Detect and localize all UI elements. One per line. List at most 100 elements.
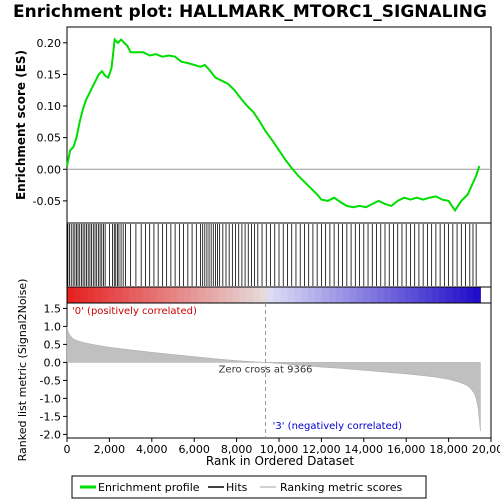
color-bar-segment [239,287,247,303]
color-bar-segment [73,287,82,303]
color-bar-segment [363,287,371,303]
color-bar-segment [204,287,213,303]
metric-ytick-label: -1.0 [40,392,61,405]
xtick-label: 2,000 [94,443,126,456]
color-bar-segment [459,287,468,303]
es-ytick-label: 0.00 [37,163,62,176]
color-bar-segment [67,287,75,303]
es-ytick-label: 0.10 [37,100,62,113]
color-bar-segment [321,287,330,303]
color-bar-segment [473,287,481,303]
xlabel: Rank in Ordered Dataset [206,454,354,468]
color-bar-segment [342,287,350,303]
color-bar-segment [356,287,364,303]
color-bar-segment [108,287,116,303]
xtick-label: 4,000 [136,443,168,456]
color-bar-segment [280,287,288,303]
color-bar-segment [80,287,89,303]
color-bar-segment [135,287,144,303]
color-bar-segment [397,287,406,303]
es-ytick-label: -0.05 [33,195,61,208]
color-bar-segment [328,287,337,303]
legend-hits-label: Hits [226,481,248,494]
color-bar-segment [439,287,447,303]
legend-enrichment-label: Enrichment profile [98,481,200,494]
color-bar-segment [266,287,275,303]
color-bar-segment [211,287,220,303]
es-panel: -0.05 0.00 0.05 0.10 0.15 0.20 Enrichment sco… [14,26,492,224]
color-bar-segment [163,287,171,303]
color-bar-segment [349,287,357,303]
es-plot-frame [66,26,492,224]
color-bar-segment [101,287,109,303]
es-ylabel: Enrichment score (ES) [14,50,28,200]
positive-correlation-label: '0' (positively correlated) [72,306,197,317]
color-bar-segment [225,287,233,303]
color-bar-segment [370,287,378,303]
es-ytick-label: 0.20 [37,37,62,50]
metric-ytick-label: -0.5 [40,374,61,387]
metric-ytick-label: 1.5 [44,302,62,315]
zero-cross-label: Zero cross at 9366 [219,364,313,375]
color-bar-segment [335,287,344,303]
ranking-metric-area [66,326,481,431]
es-ytick-label: 0.05 [37,132,62,145]
color-bar-segment [432,287,440,303]
xtick-label: 20,000 [472,443,500,456]
color-bar-segment [177,287,185,303]
color-bar-segment [404,287,412,303]
xtick-label: 0 [64,443,71,456]
enrichment-profile-line [66,37,481,213]
color-bar-segment [184,287,192,303]
color-bar-segment [452,287,461,303]
color-bar-segment [232,287,240,303]
color-bar-segment [301,287,309,303]
xtick-label: 18,000 [429,443,468,456]
color-bar-segment [191,287,199,303]
legend-box [71,475,427,499]
color-bar-segment [170,287,178,303]
color-bar-segment [308,287,316,303]
color-bar-segment [315,287,323,303]
xtick-label: 14,000 [345,443,384,456]
metric-panel: Zero cross at 9366 '0' (positively corre… [16,279,500,468]
color-bar-segment [418,287,426,303]
xtick-label: 16,000 [387,443,426,456]
metric-ytick-label: 0.5 [44,338,62,351]
color-bar-segment [87,287,96,303]
color-bar-segment [218,287,226,303]
color-bar-segment [115,287,123,303]
color-bar-segment [129,287,137,303]
color-bar-segment [445,287,454,303]
metric-ytick-label: -1.5 [40,410,61,423]
xtick-label: 10,000 [260,443,299,456]
es-ytick-label: 0.15 [37,68,62,81]
xtick-label: 12,000 [302,443,341,456]
color-bar-segment [466,287,475,303]
metric-ytick-label: 0.0 [44,356,62,369]
color-bar-segment [142,287,151,303]
color-bar-segment [156,287,164,303]
color-bar-segment [390,287,399,303]
color-bar-segment [411,287,419,303]
color-bar-segment [122,287,130,303]
color-bar-segment [259,287,268,303]
negative-correlation-label: '3' (negatively correlated) [273,421,402,432]
xtick-label: 6,000 [178,443,210,456]
metric-ytick-label: -2.0 [40,428,61,441]
chart-title: Enrichment plot: HALLMARK_MTORC1_SIGNALI… [13,2,487,22]
xtick-label: 8,000 [221,443,253,456]
color-bar-segment [149,287,158,303]
color-bar-segment [294,287,302,303]
color-bar-segment [383,287,392,303]
color-bar-segment [197,287,206,303]
metric-ylabel: Ranked list metric (Signal2Noise) [16,279,29,462]
color-bar-segment [425,287,433,303]
legend: Enrichment profile Hits Ranking metric s… [71,475,427,499]
color-bar-segment [94,287,102,303]
hits-panel [66,222,492,288]
color-bar-segment [377,287,385,303]
color-bar-segment [287,287,295,303]
color-bar-segment [246,287,254,303]
